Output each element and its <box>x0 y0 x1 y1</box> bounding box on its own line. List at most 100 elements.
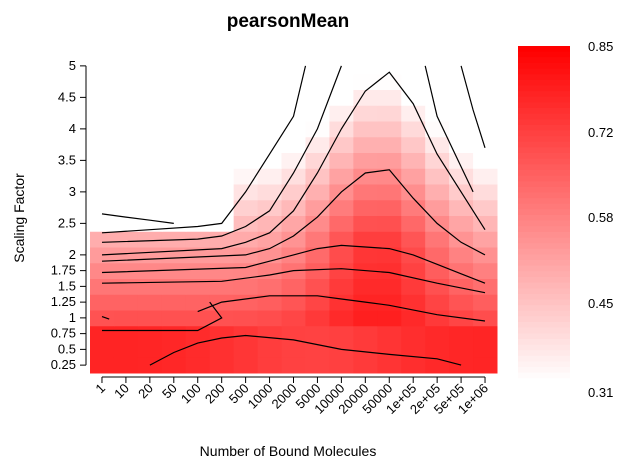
x-tick-label: 50 <box>159 381 180 402</box>
heatmap-cell <box>209 121 235 138</box>
colorbar-step <box>518 243 570 250</box>
heatmap-cell <box>401 136 426 153</box>
heatmap-cell <box>113 199 139 216</box>
heatmap-cell <box>401 89 426 106</box>
heatmap-cell <box>305 294 330 311</box>
heatmap-cell <box>233 341 259 358</box>
colorbar-step <box>518 350 570 357</box>
heatmap-cell <box>137 294 163 311</box>
heatmap-cell <box>90 278 115 295</box>
colorbar-step <box>518 237 570 244</box>
heatmap-cell <box>257 325 283 342</box>
colorbar-step <box>518 85 570 92</box>
heatmap-cell <box>233 278 259 295</box>
heatmap-cell <box>305 215 330 232</box>
heatmap-cell <box>90 58 115 75</box>
heatmap-cell <box>377 73 402 90</box>
heatmap-cell <box>377 89 402 106</box>
contour-line <box>101 244 486 284</box>
contour-line <box>197 295 486 322</box>
colorbar-step <box>518 355 570 363</box>
heatmap-cell <box>281 294 306 311</box>
heatmap-cell <box>233 105 259 122</box>
heatmap-cell <box>113 105 139 122</box>
heatmap-cell <box>209 168 235 185</box>
colorbar-step <box>518 276 570 284</box>
heatmap-cell <box>257 105 283 122</box>
heatmap-cell <box>329 152 354 169</box>
heatmap-cell <box>401 105 426 122</box>
heatmap-cell <box>113 121 139 138</box>
heatmap-cell <box>449 262 474 279</box>
heatmap-cell <box>209 357 235 374</box>
heatmap-cell <box>281 357 306 374</box>
colorbar-step <box>518 265 570 272</box>
heatmap-cell <box>209 136 235 153</box>
heatmap-cell <box>425 278 450 295</box>
heatmap-cell <box>401 73 426 90</box>
heatmap-cell <box>449 73 474 90</box>
y-tick-label: 2.5 <box>58 215 76 230</box>
heatmap-cell <box>473 58 498 75</box>
y-tick-label: 1.25 <box>51 294 76 309</box>
colorbar-step <box>518 338 570 346</box>
heatmap-cell <box>113 152 139 169</box>
heatmap-cell <box>257 278 283 295</box>
heatmap-cell <box>90 136 115 153</box>
x-tick-label: 100 <box>178 381 204 407</box>
contour-line <box>101 213 174 224</box>
colorbar-tick-label: 0.45 <box>588 296 613 311</box>
heatmap-cell <box>329 168 354 185</box>
heatmap-cell <box>281 325 306 342</box>
heatmap-cell <box>425 58 450 75</box>
heatmap-cell <box>377 58 402 75</box>
heatmap-cell <box>401 152 426 169</box>
heatmap-cell <box>185 294 211 311</box>
heatmap-cell <box>449 231 474 248</box>
heatmap-cell <box>329 73 354 90</box>
heatmap-cell <box>281 341 306 358</box>
heatmap-cell <box>233 152 259 169</box>
heatmap-cell <box>185 58 211 75</box>
heatmap-cell <box>161 89 187 106</box>
heatmap-cell <box>425 294 450 311</box>
heatmap-cell <box>113 247 139 264</box>
heatmap-cell <box>233 215 259 232</box>
heatmap-cell <box>257 152 283 169</box>
heatmap-cell <box>353 184 378 201</box>
heatmap-cell <box>113 341 139 358</box>
heatmap-cell <box>137 199 163 216</box>
heatmap-cell <box>281 199 306 216</box>
colorbar-step <box>518 378 570 385</box>
heatmap-cell <box>209 278 235 295</box>
colorbar-tick-label: 0.31 <box>588 385 613 400</box>
heatmap-cell <box>329 294 354 311</box>
heatmap-cell <box>353 105 378 122</box>
heatmap-cell <box>353 168 378 185</box>
colorbar-step <box>518 271 570 278</box>
colorbar-step <box>518 57 570 64</box>
heatmap-cell <box>353 325 378 342</box>
heatmap-cell <box>90 184 115 201</box>
heatmap-cell <box>113 325 139 342</box>
heatmap-cell <box>401 168 426 185</box>
colorbar-step <box>518 367 570 374</box>
heatmap-cell <box>401 357 426 374</box>
heatmap-cell <box>281 136 306 153</box>
heatmap-cell <box>377 184 402 201</box>
heatmap-cell <box>449 152 474 169</box>
colorbar-step <box>518 254 570 261</box>
heatmap-cell <box>449 325 474 342</box>
colorbar-step <box>518 136 570 143</box>
heatmap-cell <box>305 73 330 90</box>
heatmap-cell <box>113 357 139 374</box>
heatmap-cell <box>353 231 378 248</box>
colorbar-step <box>518 91 570 98</box>
heatmap-cell <box>473 89 498 106</box>
colorbar-step <box>518 282 570 289</box>
heatmap-cell <box>425 325 450 342</box>
heatmap-cell <box>353 152 378 169</box>
heatmap-cell <box>185 136 211 153</box>
heatmap-cell <box>329 199 354 216</box>
